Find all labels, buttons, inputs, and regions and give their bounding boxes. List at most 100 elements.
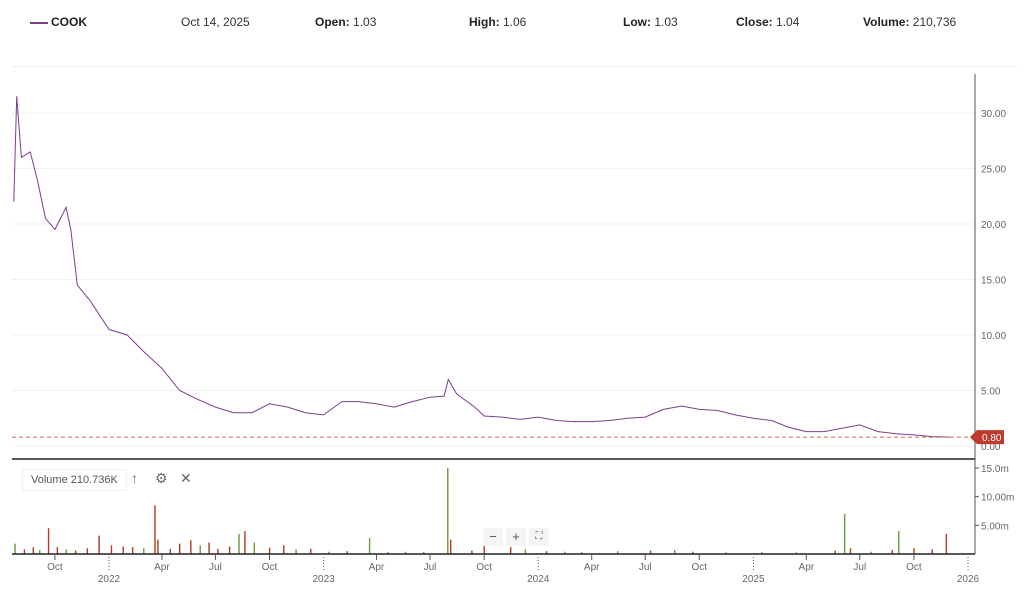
low: Low: 1.03 (623, 15, 678, 29)
y-tick-label: 20.00 (981, 220, 1006, 231)
volume-bar (310, 548, 312, 554)
x-tick-label: Oct (906, 562, 922, 573)
date: Oct 14, 2025 (181, 15, 250, 29)
volume-bar (143, 548, 145, 554)
x-tick-label: Oct (262, 562, 278, 573)
header-divider (12, 66, 1018, 67)
x-tick-label: 2024 (527, 574, 550, 585)
volume-bar (154, 505, 156, 554)
last-price-badge (970, 430, 1004, 445)
x-tick-label: Jul (209, 562, 222, 573)
volume-bar (692, 551, 694, 554)
volume-bar (157, 539, 159, 554)
volume-bar (268, 547, 271, 554)
x-tick-label: 2022 (98, 574, 121, 585)
volume-bar (843, 513, 846, 554)
x-tick-label: Apr (154, 562, 170, 573)
volume-bar (253, 542, 256, 554)
x-tick-label: 2026 (957, 574, 980, 585)
volume-bar (244, 531, 246, 554)
volume-bar (199, 545, 201, 554)
volume-bar (725, 552, 727, 554)
volume-bar (217, 548, 219, 554)
zoom-out-button[interactable]: − (483, 528, 503, 546)
close: Close: 1.04 (736, 15, 800, 29)
volume-bar (122, 546, 124, 554)
volume-tick-label: 5.00m (981, 521, 1009, 532)
y-tick-label: 10.00 (981, 331, 1006, 342)
volume: Volume: 210,736 (863, 15, 957, 29)
volume-bar (32, 547, 34, 554)
x-tick-label: Oct (476, 562, 492, 573)
volume-bar (283, 545, 285, 554)
y-tick-label: 15.00 (981, 276, 1006, 287)
volume-bar (422, 552, 425, 554)
volume-bar (931, 549, 933, 554)
volume-bar (761, 552, 763, 554)
volume-bar (450, 539, 452, 554)
volume-bar (23, 549, 26, 554)
volume-tick-label: 15.0m (981, 464, 1009, 475)
fullscreen-button[interactable]: ⛶ (529, 528, 549, 546)
volume-bar (208, 542, 210, 554)
volume-bar (564, 551, 566, 554)
volume-bar (891, 549, 893, 554)
volume-bar (228, 546, 231, 554)
volume-bar (328, 551, 330, 554)
zoom-in-button[interactable]: + (506, 528, 526, 546)
volume-tick-label: 10.00m (981, 493, 1014, 504)
volume-bar (581, 552, 583, 554)
x-tick-label: 2025 (742, 574, 765, 585)
volume-bar (238, 533, 240, 554)
volume-bar (110, 545, 113, 554)
x-tick-label: Apr (799, 562, 815, 573)
volume-bar (387, 552, 389, 554)
x-tick-label: Jul (424, 562, 437, 573)
volume-bar (346, 551, 348, 554)
volume-bar (674, 549, 676, 554)
x-tick-label: Jul (853, 562, 866, 573)
volume-bar (795, 552, 798, 554)
volume-bar (483, 543, 485, 554)
gear-icon[interactable]: ⚙ (155, 470, 168, 486)
x-tick-label: Apr (584, 562, 600, 573)
volume-indicator-label[interactable]: Volume 210.736K (22, 469, 127, 491)
volume-bar (913, 548, 915, 554)
volume-bar (945, 533, 948, 554)
volume-bar (447, 468, 449, 554)
volume-bar (98, 535, 100, 554)
volume-bar (86, 548, 89, 554)
high: High: 1.06 (469, 15, 527, 29)
price-line (13, 96, 950, 438)
volume-bar (56, 547, 59, 554)
arrow-up-icon[interactable]: ↑ (131, 470, 138, 486)
volume-bar (65, 549, 67, 554)
open: Open: 1.03 (315, 15, 377, 29)
x-tick-label: Oct (692, 562, 708, 573)
volume-bar (649, 550, 652, 554)
volume-bar (47, 528, 50, 554)
y-tick-label: 0.00 (981, 442, 1001, 453)
last-price-label: 0.80 (982, 433, 1002, 444)
x-tick-label: Jul (639, 562, 652, 573)
close-icon[interactable]: ✕ (180, 470, 192, 486)
volume-bar (190, 540, 192, 554)
volume-bar (178, 543, 181, 554)
legend-symbol[interactable]: COOK (30, 15, 87, 29)
volume-bar (131, 547, 134, 554)
volume-bar (834, 550, 836, 554)
volume-bar (545, 551, 548, 554)
x-tick-label: Oct (47, 562, 63, 573)
volume-bar (870, 551, 872, 554)
volume-bar (898, 531, 900, 554)
volume-bar (368, 537, 371, 554)
y-tick-label: 5.00 (981, 387, 1001, 398)
volume-bar (14, 543, 16, 554)
ohlc-header: COOK Oct 14, 2025 Open: 1.03 High: 1.06 … (0, 0, 1024, 44)
volume-bar (471, 550, 473, 554)
volume-bar (616, 551, 619, 554)
volume-bar (849, 548, 852, 554)
y-tick-label: 25.00 (981, 165, 1006, 176)
volume-bar (509, 547, 512, 554)
